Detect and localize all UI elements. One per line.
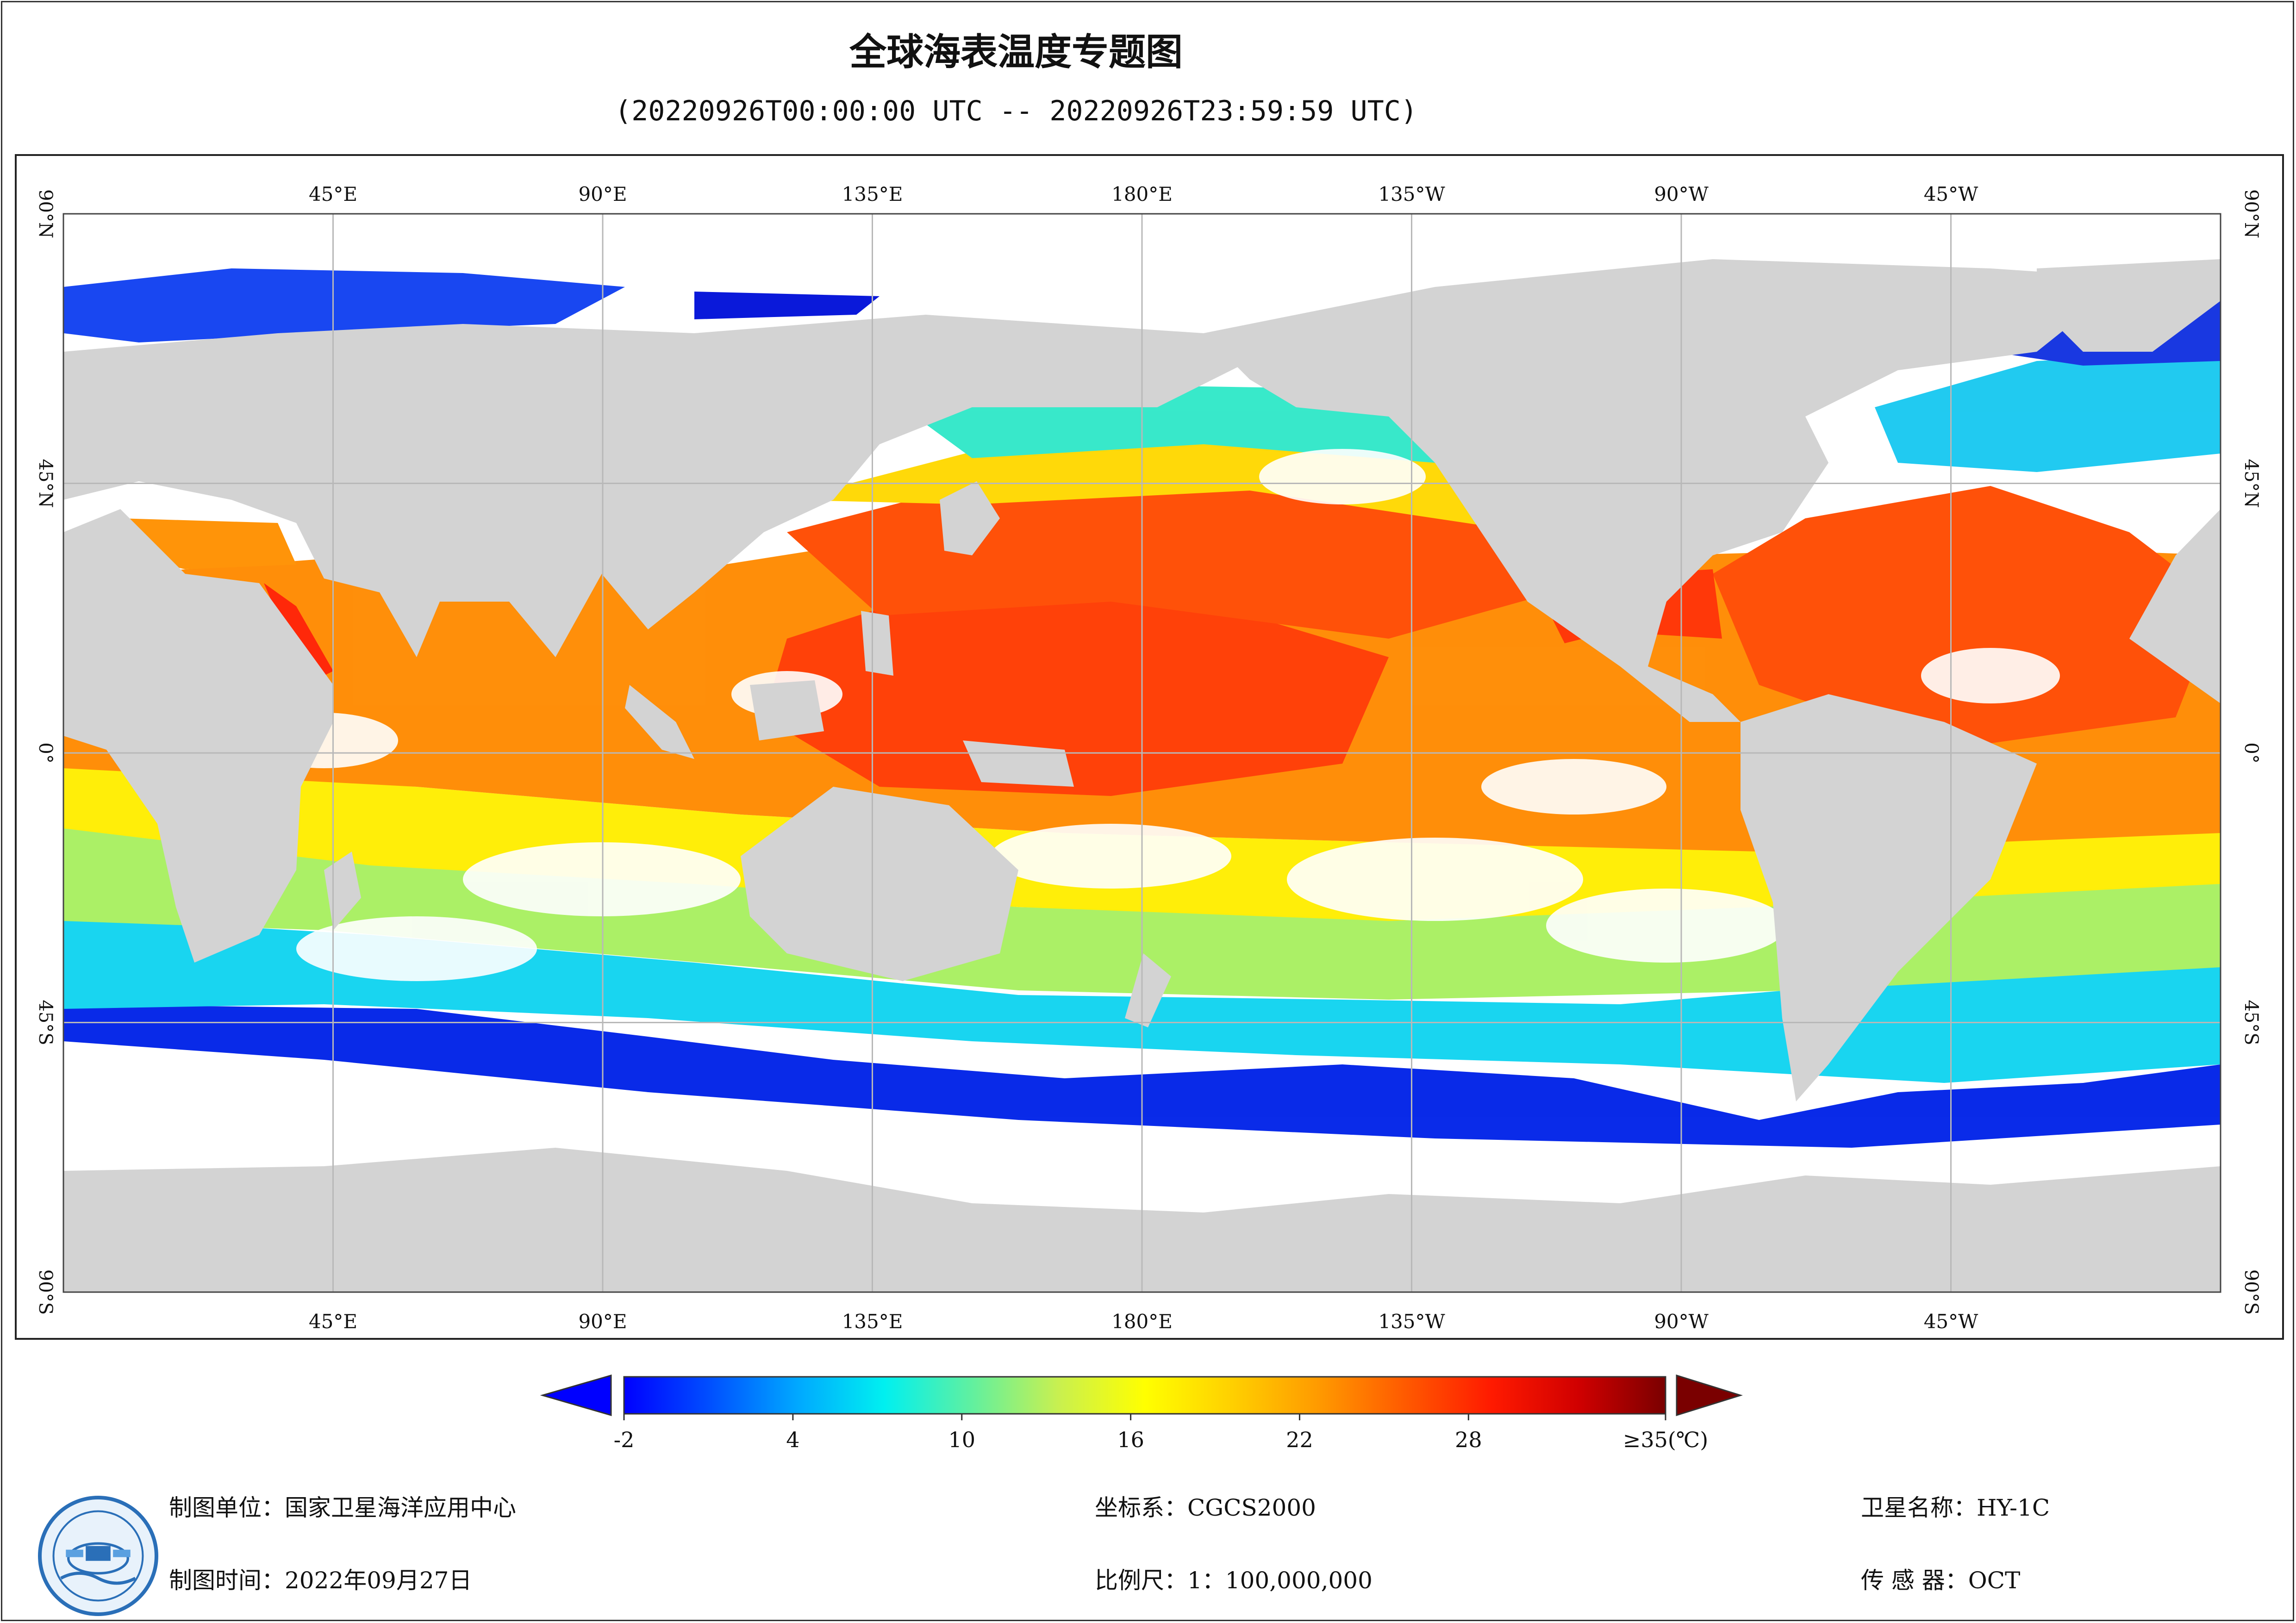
longitude-label-bottom: 90°E: [578, 1310, 627, 1333]
land-west-africa: [2129, 509, 2221, 703]
map-scale: 比例尺：1：100,000,000: [1095, 1567, 1373, 1594]
land-philippines: [861, 611, 893, 676]
longitude-label-top: 45°E: [309, 183, 357, 205]
latitude-label-right: 90°N: [2240, 189, 2262, 238]
colorbar-tick-label: ≥35(℃): [1623, 1427, 1708, 1452]
sst-western-pacific-warm-pool: [764, 578, 1389, 796]
graticule: [63, 214, 2221, 1292]
longitude-label-bottom: 180°E: [1111, 1310, 1173, 1333]
map-inner-border: [62, 213, 2221, 1293]
land-sumatra: [625, 685, 694, 759]
longitude-label-bottom: 45°W: [1924, 1310, 1978, 1333]
land-eurasia: [63, 315, 1250, 657]
cloud-gaps: [250, 449, 2060, 981]
sst-north-atlantic-warm: [1713, 486, 2221, 750]
latitude-label-right: 90°S: [2240, 1269, 2262, 1315]
coordinate-system: 坐标系：CGCS2000: [1095, 1494, 1316, 1521]
longitude-label-top: 180°E: [1111, 183, 1173, 205]
land-south-america: [1741, 694, 2037, 1101]
land-borneo: [750, 680, 824, 740]
colorbar-tick-label: 4: [786, 1427, 799, 1452]
national-satellite-ocean-application-service-logo: [38, 1496, 158, 1616]
latitude-label-left: 90°N: [35, 189, 56, 238]
latitude-label-left: 0°: [35, 742, 56, 763]
sensor-name: 传 感 器：OCT: [1861, 1567, 2021, 1594]
land-japan: [940, 481, 1000, 555]
map-time-range: (20220926T00:00:00 UTC -- 20220926T23:59…: [615, 95, 1417, 127]
colorbar-tick-label: -2: [614, 1427, 635, 1452]
map-frame: [15, 154, 2284, 1340]
longitude-label-top: 135°W: [1378, 183, 1445, 205]
land-north-america: [1204, 259, 2129, 722]
latitude-label-left: 45°N: [35, 459, 56, 508]
colorbar-tick-label: 28: [1455, 1427, 1482, 1452]
longitude-label-bottom: 45°E: [309, 1310, 357, 1333]
latitude-label-right: 0°: [2240, 742, 2262, 763]
land-australia: [741, 787, 1018, 981]
sst-arctic-cold-1: [63, 268, 625, 342]
longitude-label-bottom: 90°W: [1654, 1310, 1709, 1333]
colorbar-over-arrow: [1676, 1374, 1743, 1417]
sst-red-sea: [264, 583, 333, 680]
land-new-guinea: [963, 740, 1074, 787]
land-new-zealand: [1125, 953, 1171, 1027]
longitude-label-bottom: 135°W: [1378, 1310, 1445, 1333]
colorbar-tick-label: 22: [1286, 1427, 1313, 1452]
colorbar: -2 4 10 16 22 28 ≥35(℃): [540, 1374, 1743, 1452]
longitude-label-top: 90°W: [1654, 183, 1709, 205]
longitude-label-bottom: 135°E: [842, 1310, 903, 1333]
sst-arctic-cold-3: [694, 292, 880, 319]
colorbar-under-arrow: [540, 1374, 612, 1416]
latitude-label-left: 45°S: [35, 1000, 56, 1045]
colorbar-tick-label: 10: [948, 1427, 975, 1452]
satellite-name: 卫星名称：HY-1C: [1861, 1494, 2050, 1521]
latitude-label-left: 90°S: [35, 1269, 56, 1315]
sst-north-atlantic-cyan: [1875, 352, 2221, 472]
land-greenland: [2037, 259, 2221, 352]
mapping-unit: 制图单位：国家卫星海洋应用中心: [169, 1494, 516, 1521]
colorbar-ticks: -2 4 10 16 22 28 ≥35(℃): [614, 1414, 1708, 1452]
longitude-label-top: 135°E: [842, 183, 903, 205]
land-africa: [63, 509, 333, 963]
colorbar-tick-label: 16: [1117, 1427, 1144, 1452]
latitude-label-right: 45°S: [2240, 1000, 2262, 1045]
map-body: [63, 214, 2221, 1292]
graticule-labels: 45°E 45°E 90°E 90°E 135°E 135°E 180°E 180°E 135°…: [35, 183, 2262, 1333]
longitude-label-top: 45°W: [1924, 183, 1978, 205]
mapping-date: 制图时间：2022年09月27日: [169, 1567, 472, 1594]
longitude-label-top: 90°E: [578, 183, 627, 205]
map-title: 全球海表温度专题图: [849, 31, 1183, 74]
colorbar-bar: [623, 1376, 1666, 1415]
latitude-label-right: 45°N: [2240, 459, 2262, 508]
